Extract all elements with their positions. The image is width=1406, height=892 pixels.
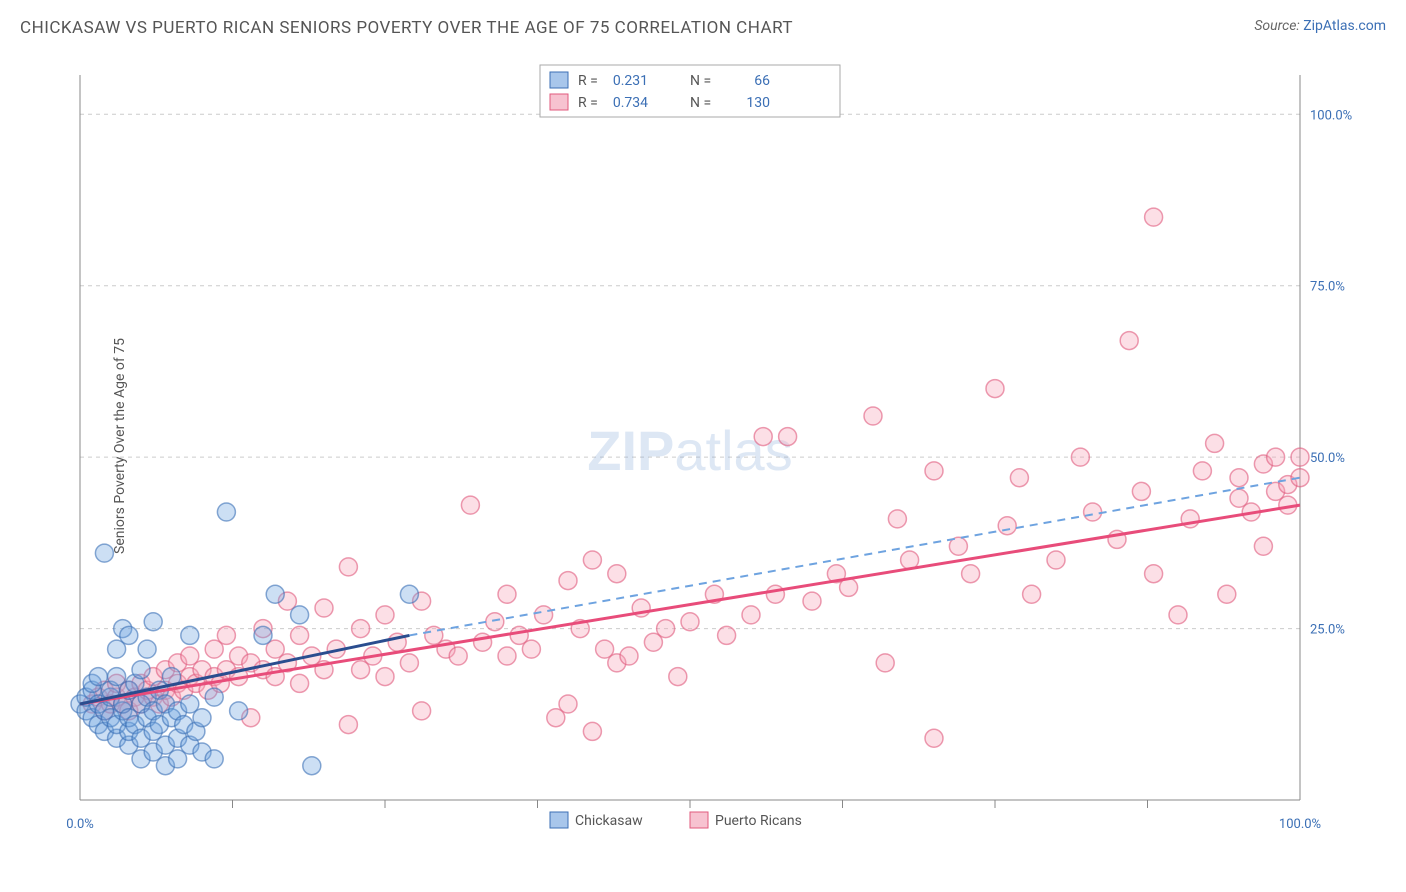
header-row: CHICKASAW VS PUERTO RICAN SENIORS POVERT…	[0, 0, 1406, 38]
svg-text:50.0%: 50.0%	[1310, 451, 1345, 466]
chart-title: CHICKASAW VS PUERTO RICAN SENIORS POVERT…	[20, 18, 793, 38]
r-label-2: R =	[578, 95, 598, 111]
stats-swatch-chickasaw	[550, 72, 568, 88]
legend-swatch-chickasaw	[550, 812, 568, 828]
source-attribution: Source: ZipAtlas.com	[1254, 18, 1386, 34]
gridlines	[80, 114, 1300, 628]
y-tick-labels: 25.0% 50.0% 75.0% 100.0%	[1310, 108, 1352, 637]
n-label-2: N =	[690, 95, 711, 111]
svg-text:25.0%: 25.0%	[1310, 623, 1345, 638]
n-value-chickasaw: 66	[754, 73, 770, 89]
source-prefix: Source:	[1254, 18, 1303, 34]
n-value-puerto-ricans: 130	[746, 95, 770, 111]
r-value-chickasaw: 0.231	[613, 73, 648, 89]
n-label-1: N =	[690, 73, 711, 89]
svg-text:100.0%: 100.0%	[1310, 108, 1352, 123]
bottom-legend: Chickasaw Puerto Ricans	[550, 812, 802, 829]
stats-swatch-puerto-ricans	[550, 94, 568, 110]
stats-box: R = 0.231 N = 66 R = 0.734 N = 130	[540, 65, 840, 117]
chart-area: ZIPatlas 25.0%50.0%75.0%100.0% R = 0.231…	[50, 60, 1370, 830]
legend-swatch-puerto-ricans	[690, 812, 708, 828]
legend-label-chickasaw: Chickasaw	[575, 813, 643, 829]
source-link[interactable]: ZipAtlas.com	[1303, 18, 1386, 34]
legend-label-puerto-ricans: Puerto Ricans	[715, 813, 802, 829]
x-tick-0: 0.0%	[66, 817, 94, 830]
svg-text:75.0%: 75.0%	[1310, 280, 1345, 295]
r-value-puerto-ricans: 0.734	[613, 95, 648, 111]
scatter-chickasaw	[71, 503, 418, 775]
x-ticks	[233, 800, 1148, 808]
scatter-plot: ZIPatlas 25.0%50.0%75.0%100.0% R = 0.231…	[50, 60, 1370, 830]
r-label-1: R =	[578, 73, 598, 89]
x-tick-100: 100.0%	[1279, 817, 1321, 830]
